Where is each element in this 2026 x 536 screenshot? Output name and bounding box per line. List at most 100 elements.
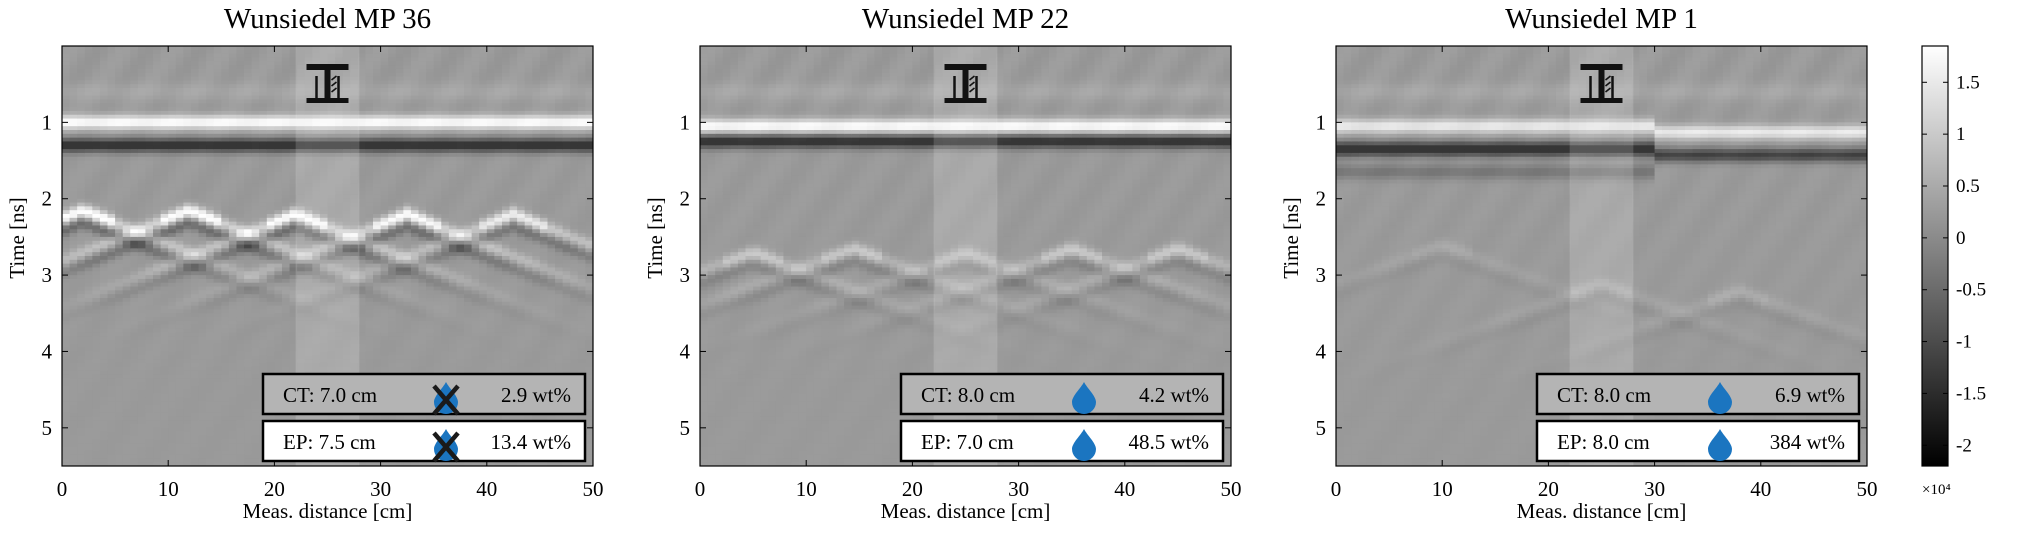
- pixel-cell: [77, 320, 86, 326]
- pixel-cell: [297, 355, 306, 360]
- pixel-cell: [388, 160, 397, 165]
- pixel-cell: [84, 462, 93, 466]
- pixel-cell: [221, 301, 230, 307]
- pixel-cell: [122, 110, 131, 116]
- pixel-cell: [145, 401, 154, 406]
- pixel-cell: [115, 275, 124, 280]
- pixel-cell: [319, 53, 329, 59]
- pixel-cell: [221, 435, 230, 440]
- pixel-cell: [99, 156, 109, 162]
- pixel-cell: [62, 462, 71, 466]
- pixel-cell: [77, 317, 86, 322]
- pixel-cell: [77, 313, 86, 318]
- pixel-cell: [69, 408, 78, 414]
- pixel-cell: [115, 298, 124, 303]
- pixel-cell: [130, 431, 139, 437]
- pixel-cell: [342, 271, 351, 276]
- pixel-cell: [327, 206, 336, 211]
- pixel-cell: [99, 282, 109, 288]
- pixel-cell: [69, 424, 78, 429]
- pixel-cell: [145, 172, 154, 177]
- pixel-cell: [160, 103, 169, 108]
- pixel-cell: [228, 172, 238, 177]
- pixel-cell: [175, 149, 184, 154]
- pixel-cell: [190, 46, 200, 51]
- pixel-cell: [206, 49, 215, 55]
- pixel-cell: [221, 130, 230, 135]
- pixel-cell: [183, 443, 192, 448]
- pixel-cell: [327, 271, 336, 276]
- pixel-cell: [266, 248, 275, 253]
- pixel-cell: [228, 439, 238, 444]
- pixel-cell: [304, 271, 313, 276]
- pixel-cell: [198, 240, 207, 246]
- pixel-cell: [289, 351, 298, 356]
- pixel-cell: [380, 240, 389, 246]
- pixel-cell: [388, 305, 397, 311]
- pixel-cell: [236, 145, 245, 150]
- pixel-cell: [84, 301, 93, 307]
- pixel-cell: [281, 126, 291, 131]
- pixel-cell: [335, 179, 344, 185]
- pixel-cell: [365, 286, 374, 291]
- pixel-cell: [342, 221, 351, 227]
- pixel-cell: [92, 122, 101, 127]
- pixel-cell: [251, 229, 260, 234]
- pixel-cell: [183, 114, 192, 120]
- pixel-cell: [335, 305, 344, 311]
- pixel-cell: [236, 439, 245, 444]
- pixel-cell: [251, 240, 260, 246]
- pixel-cell: [62, 91, 71, 97]
- pixel-cell: [236, 217, 245, 223]
- pixel-cell: [145, 229, 154, 234]
- pixel-cell: [107, 443, 116, 448]
- pixel-cell: [266, 46, 275, 51]
- pixel-cell: [274, 210, 283, 215]
- pixel-cell: [342, 118, 351, 123]
- pixel-cell: [213, 179, 222, 185]
- pixel-cell: [160, 149, 169, 154]
- pixel-cell: [213, 191, 222, 196]
- pixel-cell: [183, 240, 192, 246]
- pixel-cell: [259, 99, 268, 104]
- pixel-cell: [281, 278, 291, 284]
- pixel-cell: [327, 141, 336, 146]
- pixel-cell: [395, 141, 404, 146]
- pixel-cell: [153, 305, 162, 311]
- pixel-cell: [107, 401, 116, 406]
- pixel-cell: [69, 198, 78, 204]
- pixel-cell: [304, 103, 313, 108]
- pixel-cell: [206, 210, 215, 215]
- pixel-cell: [84, 61, 93, 66]
- pixel-cell: [206, 46, 215, 51]
- pixel-cell: [259, 191, 268, 196]
- pixel-cell: [274, 107, 283, 112]
- pixel-cell: [304, 240, 313, 246]
- pixel-cell: [327, 61, 336, 66]
- pixel-cell: [335, 336, 344, 341]
- pixel-cell: [206, 382, 215, 387]
- pixel-cell: [289, 248, 298, 253]
- pixel-cell: [77, 355, 86, 360]
- pixel-cell: [153, 267, 162, 272]
- pixel-cell: [99, 263, 109, 269]
- pixel-cell: [221, 427, 230, 433]
- pixel-cell: [251, 362, 260, 368]
- pixel-cell: [77, 424, 86, 429]
- pixel-cell: [266, 320, 275, 326]
- pixel-cell: [221, 202, 230, 207]
- pixel-cell: [84, 68, 93, 74]
- pixel-cell: [213, 313, 222, 318]
- pixel-cell: [122, 404, 131, 410]
- pixel-cell: [153, 214, 162, 219]
- pixel-cell: [206, 275, 215, 280]
- pixel-cell: [395, 294, 404, 299]
- pixel-cell: [198, 271, 207, 276]
- pixel-cell: [357, 233, 367, 238]
- pixel-cell: [319, 221, 329, 227]
- pixel-cell: [115, 233, 124, 238]
- pixel-cell: [236, 210, 245, 215]
- pixel-cell: [213, 439, 222, 444]
- pixel-cell: [145, 301, 154, 307]
- pixel-cell: [251, 336, 260, 341]
